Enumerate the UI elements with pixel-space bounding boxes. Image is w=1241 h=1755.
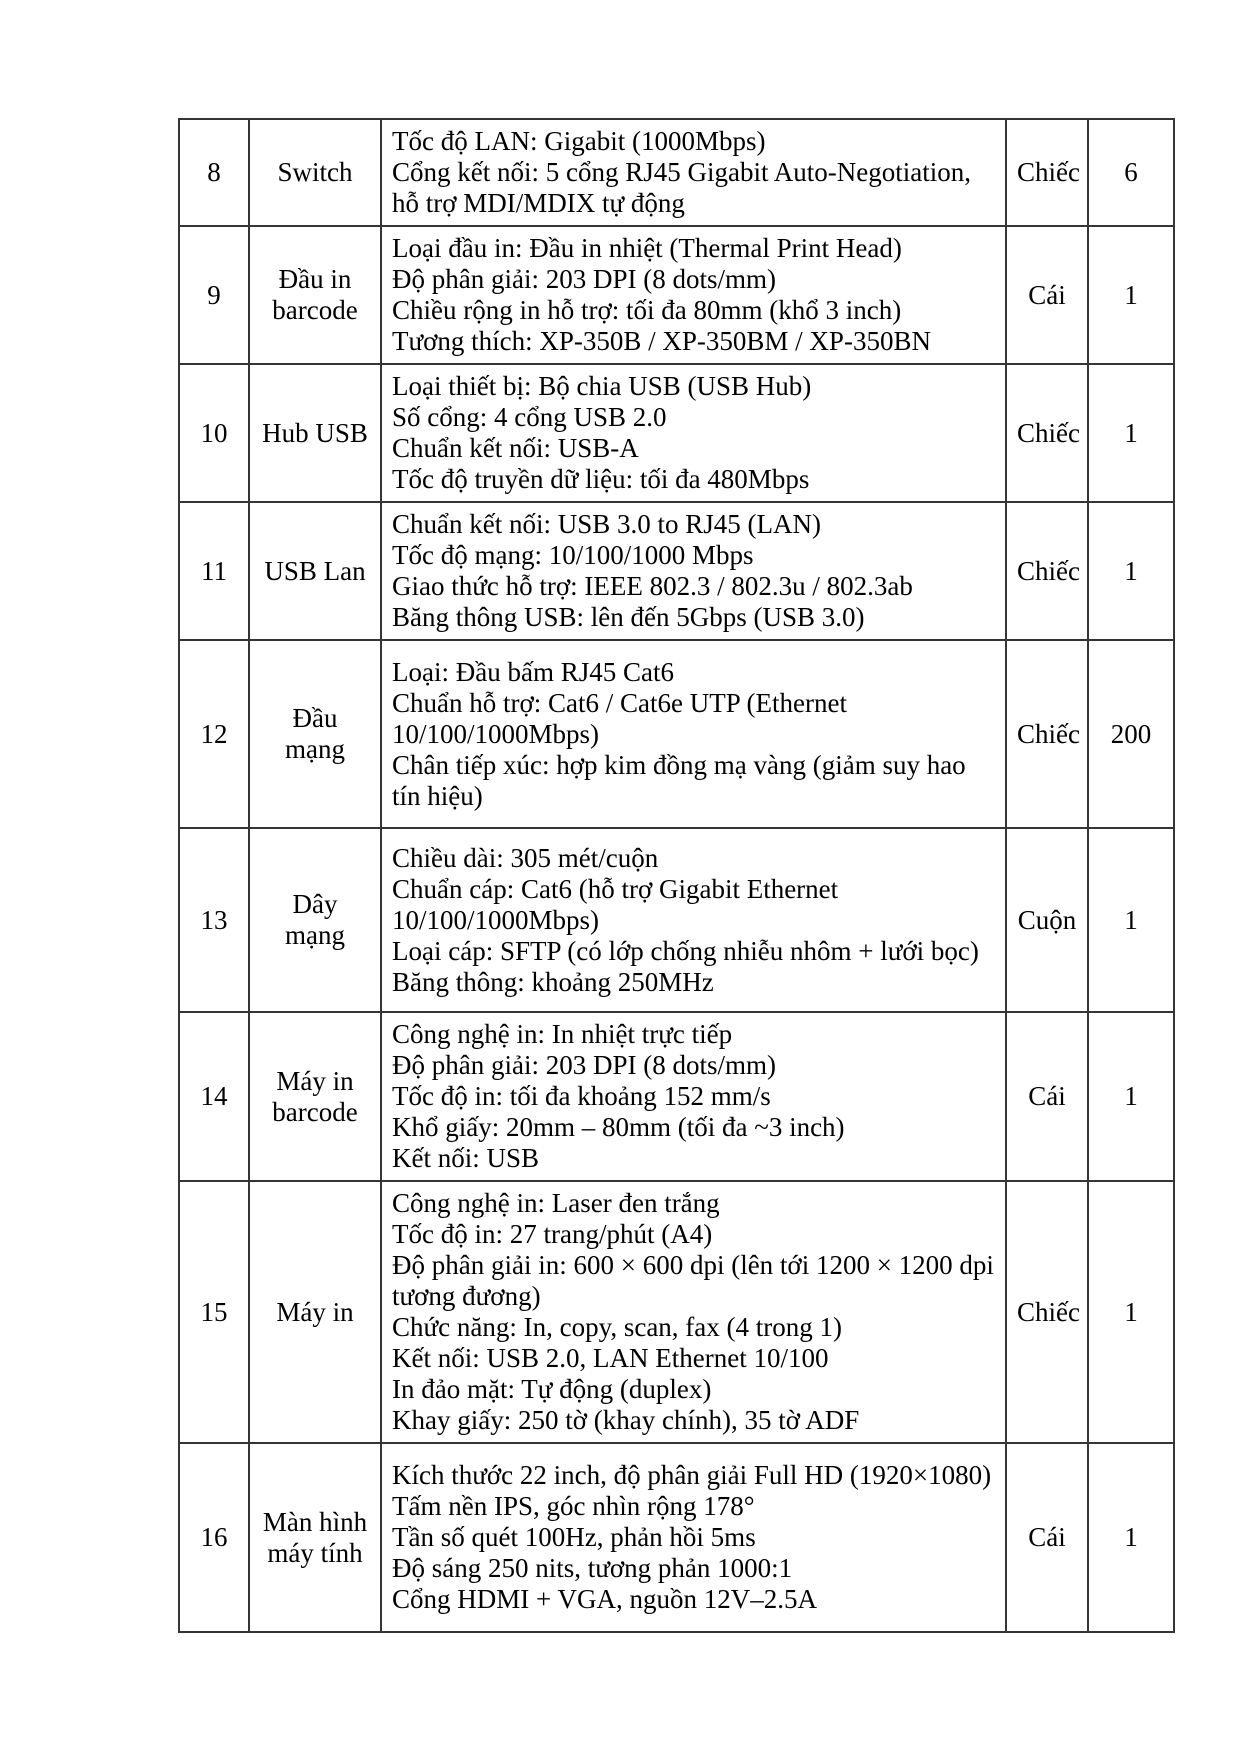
table-row: 9 Đầu in barcode Loại đầu in: Đầu in nhi… (178, 225, 1175, 365)
table-row: 14 Máy in barcode Công nghệ in: In nhiệt… (178, 1011, 1175, 1182)
row-number-cell: 12 (178, 639, 250, 829)
spec-cell: Công nghệ in: In nhiệt trực tiếp Độ phân… (380, 1011, 1007, 1182)
row-number-cell: 10 (178, 363, 250, 503)
spec-cell: Loại thiết bị: Bộ chia USB (USB Hub) Số … (380, 363, 1007, 503)
item-name-cell: Máy in (248, 1180, 382, 1444)
row-number-cell: 11 (178, 501, 250, 641)
spec-cell: Chuẩn kết nối: USB 3.0 to RJ45 (LAN) Tốc… (380, 501, 1007, 641)
table-row: 16 Màn hình máy tính Kích thước 22 inch,… (178, 1442, 1175, 1633)
item-name-cell: Máy in barcode (248, 1011, 382, 1182)
unit-cell: Chiếc (1005, 501, 1089, 641)
equipment-table: 8 Switch Tốc độ LAN: Gigabit (1000Mbps) … (178, 118, 1175, 1633)
spec-cell: Kích thước 22 inch, độ phân giải Full HD… (380, 1442, 1007, 1633)
table-row: 13 Dây mạng Chiều dài: 305 mét/cuộn Chuẩ… (178, 827, 1175, 1013)
quantity-cell: 6 (1087, 118, 1175, 227)
row-number-cell: 15 (178, 1180, 250, 1444)
spec-cell: Tốc độ LAN: Gigabit (1000Mbps) Cổng kết … (380, 118, 1007, 227)
unit-cell: Cái (1005, 225, 1089, 365)
item-name-cell: Đầu mạng (248, 639, 382, 829)
quantity-cell: 1 (1087, 827, 1175, 1013)
unit-cell: Cái (1005, 1442, 1089, 1633)
item-name-cell: Hub USB (248, 363, 382, 503)
unit-cell: Chiếc (1005, 118, 1089, 227)
quantity-cell: 1 (1087, 1011, 1175, 1182)
quantity-cell: 1 (1087, 501, 1175, 641)
quantity-cell: 1 (1087, 225, 1175, 365)
item-name-cell: Đầu in barcode (248, 225, 382, 365)
unit-cell: Cuộn (1005, 827, 1089, 1013)
table-row: 11 USB Lan Chuẩn kết nối: USB 3.0 to RJ4… (178, 501, 1175, 641)
row-number-cell: 13 (178, 827, 250, 1013)
table-row: 10 Hub USB Loại thiết bị: Bộ chia USB (U… (178, 363, 1175, 503)
row-number-cell: 8 (178, 118, 250, 227)
spec-cell: Loại: Đầu bấm RJ45 Cat6 Chuẩn hỗ trợ: Ca… (380, 639, 1007, 829)
equipment-table-body: 8 Switch Tốc độ LAN: Gigabit (1000Mbps) … (178, 118, 1175, 1633)
item-name-cell: Switch (248, 118, 382, 227)
unit-cell: Chiếc (1005, 1180, 1089, 1444)
spec-cell: Công nghệ in: Laser đen trắng Tốc độ in:… (380, 1180, 1007, 1444)
quantity-cell: 1 (1087, 363, 1175, 503)
spec-cell: Loại đầu in: Đầu in nhiệt (Thermal Print… (380, 225, 1007, 365)
item-name-cell: USB Lan (248, 501, 382, 641)
table-row: 12 Đầu mạng Loại: Đầu bấm RJ45 Cat6 Chuẩ… (178, 639, 1175, 829)
table-row: 15 Máy in Công nghệ in: Laser đen trắng … (178, 1180, 1175, 1444)
spec-cell: Chiều dài: 305 mét/cuộn Chuẩn cáp: Cat6 … (380, 827, 1007, 1013)
quantity-cell: 1 (1087, 1180, 1175, 1444)
unit-cell: Chiếc (1005, 363, 1089, 503)
unit-cell: Chiếc (1005, 639, 1089, 829)
item-name-cell: Dây mạng (248, 827, 382, 1013)
unit-cell: Cái (1005, 1011, 1089, 1182)
quantity-cell: 200 (1087, 639, 1175, 829)
row-number-cell: 16 (178, 1442, 250, 1633)
item-name-cell: Màn hình máy tính (248, 1442, 382, 1633)
row-number-cell: 9 (178, 225, 250, 365)
quantity-cell: 1 (1087, 1442, 1175, 1633)
row-number-cell: 14 (178, 1011, 250, 1182)
table-row: 8 Switch Tốc độ LAN: Gigabit (1000Mbps) … (178, 118, 1175, 227)
